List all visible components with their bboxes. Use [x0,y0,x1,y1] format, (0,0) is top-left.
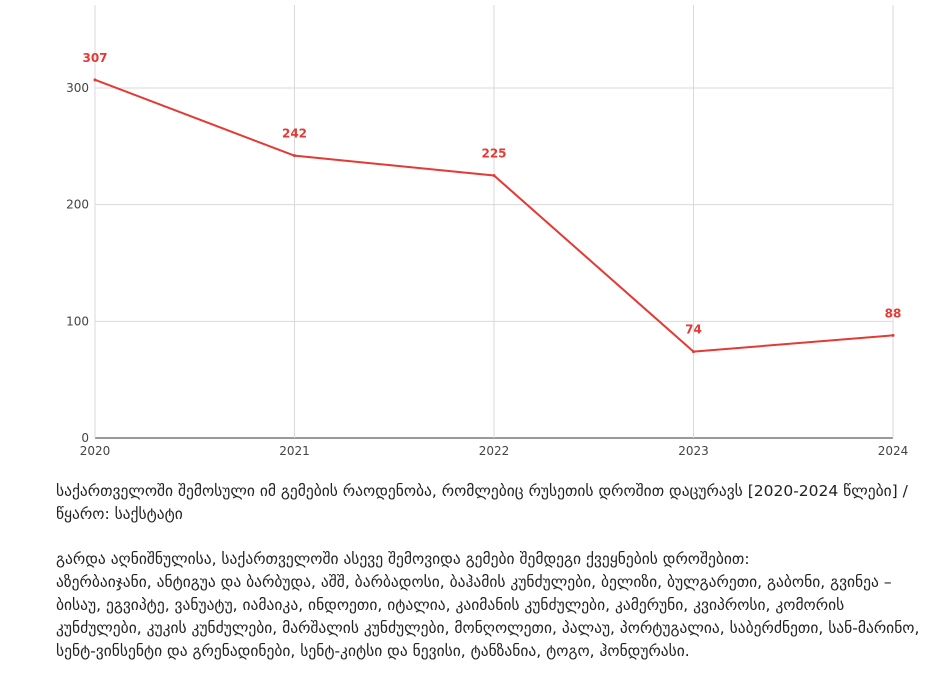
note-intro: გარდა აღნიშნულისა, საქართველოში ასევე შე… [56,550,750,568]
y-tick-label: 0 [81,431,89,445]
x-axis-ticks: 2020 2021 2022 2023 2024 [80,444,909,458]
data-label: 225 [481,146,506,160]
y-tick-label: 200 [66,198,89,212]
data-label: 88 [885,306,902,320]
caption-text: საქართველოში შემოსული იმ გემების რაოდენო… [56,482,908,523]
note-countries: აზერბაიჯანი, ანტიგუა და ბარბუდა, აშშ, ბა… [56,573,920,660]
data-point [891,333,895,337]
x-tick-label: 2024 [878,444,909,458]
data-label: 242 [282,127,307,141]
x-tick-label: 2023 [678,444,709,458]
data-point [93,78,97,82]
chart-caption: საქართველოში შემოსული იმ გემების რაოდენო… [56,480,916,526]
y-tick-label: 100 [66,314,89,328]
data-labels: 307 242 225 74 88 [82,51,901,337]
data-point [692,350,695,354]
x-tick-label: 2022 [479,444,510,458]
y-axis-ticks: 0 100 200 300 [66,81,89,445]
series-line-group [93,78,895,354]
flags-note: გარდა აღნიშნულისა, საქართველოში ასევე შე… [56,548,926,663]
data-point [293,154,296,158]
x-tick-label: 2020 [80,444,111,458]
y-tick-label: 300 [66,81,89,95]
data-label: 307 [82,51,107,65]
x-tick-label: 2021 [279,444,310,458]
data-point [492,173,496,177]
data-label: 74 [685,323,702,337]
line-chart: 0 100 200 300 2020 2021 2022 2023 2024 307 242 22… [66,5,909,458]
gridlines [94,5,894,439]
